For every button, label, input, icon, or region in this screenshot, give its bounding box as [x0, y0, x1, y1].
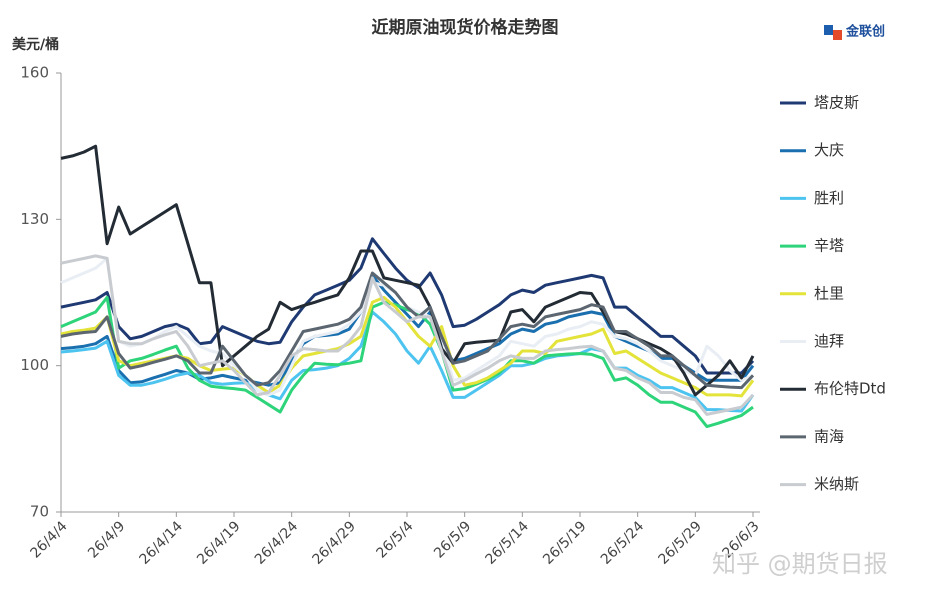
legend-label: 辛塔: [814, 237, 844, 255]
logo-icon: [824, 25, 833, 35]
legend-label: 迪拜: [814, 332, 844, 350]
series-line: [60, 271, 755, 390]
series-line: [60, 254, 755, 416]
logo: 金联创: [824, 24, 885, 40]
logo-icon: [833, 30, 842, 40]
legend-label: 胜利: [814, 189, 844, 207]
y-axis-label: 美元/桶: [12, 36, 59, 53]
y-tick-label: 100: [20, 356, 49, 374]
legend-label: 南海: [814, 427, 844, 445]
watermark: 知乎 @期货日报: [712, 550, 888, 578]
logo-text: 金联创: [845, 24, 885, 40]
series-line: [60, 295, 754, 429]
legend-label: 杜里: [814, 284, 844, 302]
series-line: [60, 237, 755, 375]
series-line: [60, 273, 755, 387]
y-tick-label: 130: [20, 210, 49, 228]
chart-title: 近期原油现货价格走势图: [372, 17, 559, 38]
legend-label: 米纳斯: [814, 475, 859, 493]
legend-label: 大庆: [814, 141, 844, 159]
series-line: [60, 310, 755, 413]
legend-label: 塔皮斯: [814, 94, 859, 112]
legend-label: 布伦特Dtd: [814, 380, 886, 398]
y-tick-label: 70: [30, 503, 49, 521]
y-tick-label: 160: [20, 64, 49, 82]
